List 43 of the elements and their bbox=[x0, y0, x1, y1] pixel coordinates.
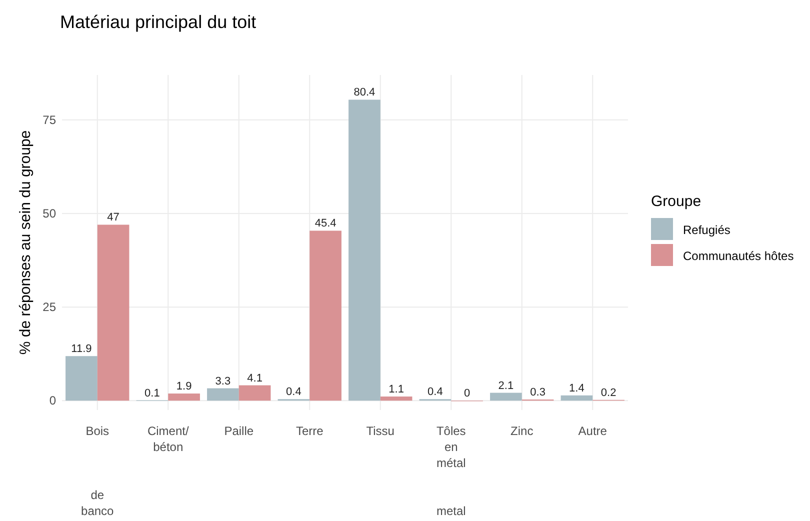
category-label: Bois de banco bbox=[81, 424, 114, 518]
legend-label: Refugiés bbox=[683, 223, 730, 237]
bar bbox=[490, 392, 522, 401]
data-label: 0 bbox=[464, 388, 470, 400]
y-tick-label: 75 bbox=[42, 112, 56, 127]
x-tick-label: Autre bbox=[578, 424, 608, 438]
data-label: 0.1 bbox=[144, 387, 160, 400]
data-label: 0.3 bbox=[530, 386, 546, 399]
data-label: 1.4 bbox=[569, 382, 584, 394]
data-label: 0.4 bbox=[428, 386, 443, 398]
y-tick-label: 25 bbox=[42, 300, 56, 314]
bar bbox=[560, 395, 593, 401]
data-label: 1.1 bbox=[388, 384, 404, 396]
bar bbox=[348, 100, 380, 401]
x-tick-label: Ciment/ béton bbox=[147, 424, 190, 454]
data-label: 3.3 bbox=[215, 375, 231, 388]
data-label: 80.4 bbox=[354, 86, 376, 99]
category-label: Tôles en métal metal bbox=[436, 424, 466, 518]
data-label: 4.1 bbox=[247, 372, 262, 384]
y-tick-label: 0 bbox=[49, 393, 56, 408]
chart-title: Matériau principal du toit bbox=[60, 12, 256, 32]
bar bbox=[207, 388, 239, 401]
bar bbox=[310, 230, 342, 401]
data-label: 0.4 bbox=[286, 386, 302, 398]
x-tick-label: Zinc bbox=[510, 424, 534, 438]
data-label: 11.9 bbox=[71, 343, 92, 356]
bar bbox=[168, 394, 200, 401]
bar bbox=[380, 396, 412, 401]
x-tick-label: Paille bbox=[224, 424, 254, 438]
data-label: 1.9 bbox=[176, 380, 192, 393]
bar bbox=[97, 224, 130, 401]
y-tick-label: 50 bbox=[42, 206, 56, 220]
legend-label: Communautés hôtes bbox=[683, 249, 794, 263]
bar bbox=[66, 356, 98, 401]
data-label: 0.2 bbox=[600, 386, 616, 399]
data-label: 2.1 bbox=[498, 380, 514, 392]
bar bbox=[238, 385, 271, 401]
legend-title: Groupe bbox=[651, 193, 702, 210]
data-label: 47 bbox=[107, 212, 120, 224]
data-label: 45.4 bbox=[314, 218, 336, 230]
x-tick-label: Tissu bbox=[366, 424, 394, 438]
x-tick-label: Terre bbox=[296, 424, 324, 438]
y-axis-title: % de réponses au sein du groupe bbox=[17, 130, 34, 355]
